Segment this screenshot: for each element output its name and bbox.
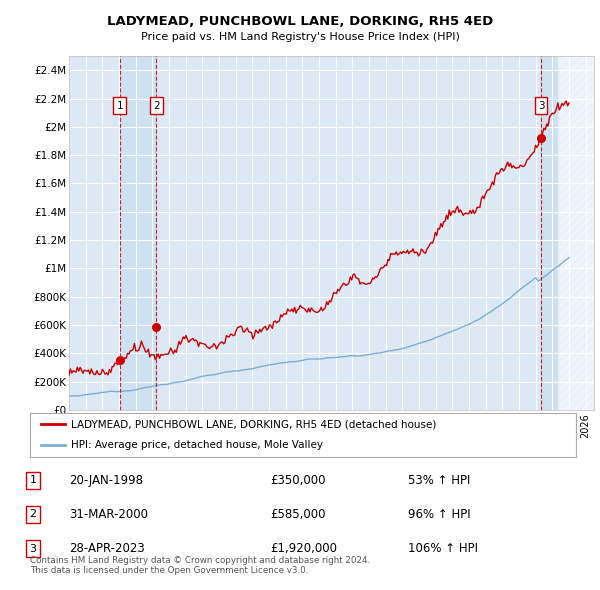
- Text: 1: 1: [29, 476, 37, 485]
- Text: 31-MAR-2000: 31-MAR-2000: [69, 508, 148, 521]
- Text: HPI: Average price, detached house, Mole Valley: HPI: Average price, detached house, Mole…: [71, 440, 323, 450]
- Text: LADYMEAD, PUNCHBOWL LANE, DORKING, RH5 4ED (detached house): LADYMEAD, PUNCHBOWL LANE, DORKING, RH5 4…: [71, 419, 436, 429]
- Bar: [541, 56, 557, 410]
- Text: 3: 3: [29, 544, 37, 553]
- Text: 96% ↑ HPI: 96% ↑ HPI: [408, 508, 470, 521]
- Text: 2: 2: [153, 101, 160, 110]
- Text: Contains HM Land Registry data © Crown copyright and database right 2024.
This d: Contains HM Land Registry data © Crown c…: [30, 556, 370, 575]
- Text: £585,000: £585,000: [270, 508, 325, 521]
- Text: 28-APR-2023: 28-APR-2023: [69, 542, 145, 555]
- Text: 1: 1: [116, 101, 123, 110]
- Text: LADYMEAD, PUNCHBOWL LANE, DORKING, RH5 4ED: LADYMEAD, PUNCHBOWL LANE, DORKING, RH5 4…: [107, 15, 493, 28]
- Text: Price paid vs. HM Land Registry's House Price Index (HPI): Price paid vs. HM Land Registry's House …: [140, 32, 460, 42]
- Text: 53% ↑ HPI: 53% ↑ HPI: [408, 474, 470, 487]
- Bar: [120, 56, 157, 410]
- Bar: [557, 56, 594, 410]
- Text: 106% ↑ HPI: 106% ↑ HPI: [408, 542, 478, 555]
- Text: £1,920,000: £1,920,000: [270, 542, 337, 555]
- Text: 3: 3: [538, 101, 544, 110]
- Text: £350,000: £350,000: [270, 474, 325, 487]
- Text: 2: 2: [29, 510, 37, 519]
- Text: 20-JAN-1998: 20-JAN-1998: [69, 474, 143, 487]
